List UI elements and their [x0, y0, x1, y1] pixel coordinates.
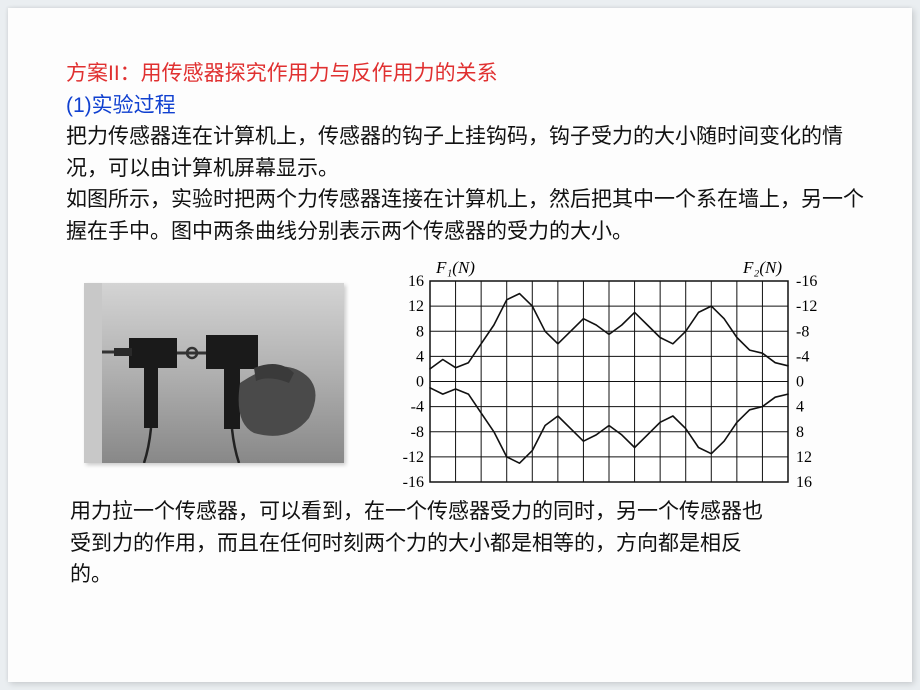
conclusion: 用力拉一个传感器，可以看到，在一个传感器受力的同时，另一个传感器也受到力的作用，… [66, 496, 766, 591]
svg-text:8: 8 [416, 323, 424, 340]
figure-row: F₁(N) F₂(N) 16 -16 12 -12 8 -8 4 -4 0 0 -4 4 -8 8 -12 12 -… [66, 255, 868, 490]
svg-text:-16: -16 [796, 273, 817, 290]
svg-text:0: 0 [416, 374, 424, 391]
svg-text:-16: -16 [403, 474, 424, 490]
subtitle: (1)实验过程 [66, 90, 868, 122]
svg-text:F₂(N): F₂(N) [742, 258, 782, 277]
force-chart: F₁(N) F₂(N) 16 -16 12 -12 8 -8 4 -4 0 0 -4 4 -8 8 -12 12 -… [374, 255, 844, 490]
svg-text:-8: -8 [796, 323, 809, 340]
svg-text:0: 0 [796, 374, 804, 391]
title: 方案II：用传感器探究作用力与反作用力的关系 [66, 58, 868, 90]
photo-svg [84, 283, 344, 463]
svg-text:12: 12 [796, 449, 812, 466]
slide-page: 方案II：用传感器探究作用力与反作用力的关系 (1)实验过程 把力传感器连在计算… [8, 8, 912, 682]
svg-text:-12: -12 [403, 449, 424, 466]
svg-text:4: 4 [796, 399, 804, 416]
svg-text:4: 4 [416, 348, 424, 365]
svg-text:8: 8 [796, 424, 804, 441]
svg-text:16: 16 [796, 474, 812, 490]
svg-text:F₁(N): F₁(N) [435, 258, 475, 277]
svg-text:-4: -4 [796, 348, 809, 365]
svg-text:12: 12 [408, 298, 424, 315]
svg-text:16: 16 [408, 273, 424, 290]
paragraph-1: 把力传感器连在计算机上，传感器的钩子上挂钩码，钩子受力的大小随时间变化的情况，可… [66, 121, 868, 184]
svg-text:-4: -4 [411, 399, 424, 416]
sensor-photo [84, 283, 344, 463]
chart-svg: F₁(N) F₂(N) 16 -16 12 -12 8 -8 4 -4 0 0 -4 4 -8 8 -12 12 -… [374, 255, 844, 490]
paragraph-2: 如图所示，实验时把两个力传感器连接在计算机上，然后把其中一个系在墙上，另一个握在… [66, 184, 868, 247]
svg-text:-8: -8 [411, 424, 424, 441]
svg-text:-12: -12 [796, 298, 817, 315]
